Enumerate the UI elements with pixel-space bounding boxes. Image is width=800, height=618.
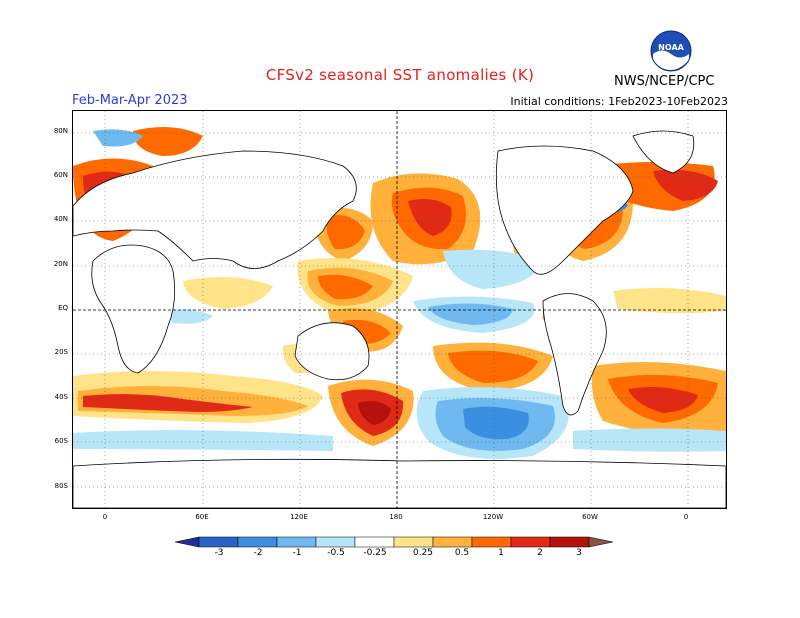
colorbar-label: -0.25: [363, 548, 387, 558]
colorbar-segment: [471, 536, 512, 548]
colorbar: [175, 536, 614, 548]
lon-label: 120E: [290, 513, 308, 521]
colorbar-segment: [315, 536, 356, 548]
lon-label: 60W: [582, 513, 598, 521]
lat-label: 20S: [54, 348, 68, 356]
noaa-logo-icon: NOAA: [650, 30, 692, 72]
lat-label: 20N: [53, 260, 68, 268]
lat-label: 80N: [53, 127, 68, 135]
lon-label: 0: [102, 513, 108, 521]
grid: [73, 111, 726, 508]
lat-label: 40N: [53, 215, 68, 223]
colorbar-segment: [588, 536, 614, 548]
lat-label: EQ: [58, 304, 68, 312]
colorbar-segment: [237, 536, 278, 548]
colorbar-segment: [276, 536, 317, 548]
sst-anomaly-map: [72, 110, 727, 509]
colorbar-segment: [432, 536, 473, 548]
colorbar-segment: [549, 536, 590, 548]
colorbar-label: 2: [537, 548, 543, 558]
colorbar-label: -0.5: [327, 548, 345, 558]
lon-label: 120W: [482, 513, 504, 521]
lat-label: 60S: [54, 437, 68, 445]
lon-label: 60E: [195, 513, 209, 521]
colorbar-segment: [175, 536, 200, 548]
colorbar-label: -3: [214, 548, 224, 558]
cool-anomalies: [73, 129, 726, 459]
colorbar-segment: [510, 536, 551, 548]
lat-label: 60N: [53, 171, 68, 179]
chart-title: CFSv2 seasonal SST anomalies (K): [265, 66, 535, 84]
continent-outlines: [73, 130, 726, 508]
lat-label: 40S: [54, 393, 68, 401]
colorbar-label: 3: [576, 548, 582, 558]
initial-conditions-label: Initial conditions: 1Feb2023-10Feb2023: [510, 95, 728, 108]
colorbar-label: -1: [292, 548, 302, 558]
noaa-logo-text: NOAA: [658, 43, 684, 52]
colorbar-segment: [198, 536, 239, 548]
season-label: Feb-Mar-Apr 2023: [72, 93, 188, 108]
colorbar-segment: [354, 536, 395, 548]
colorbar-label: 0.25: [412, 548, 434, 558]
colorbar-segment: [393, 536, 434, 548]
lon-label: 180: [389, 513, 403, 521]
agency-label: NWS/NCEP/CPC: [614, 74, 715, 89]
colorbar-label: -2: [253, 548, 263, 558]
colorbar-label: 1: [498, 548, 504, 558]
equator-and-dateline: [73, 111, 726, 508]
lon-label: 0: [683, 513, 689, 521]
colorbar-label: 0.5: [454, 548, 470, 558]
lat-label: 80S: [54, 482, 68, 490]
